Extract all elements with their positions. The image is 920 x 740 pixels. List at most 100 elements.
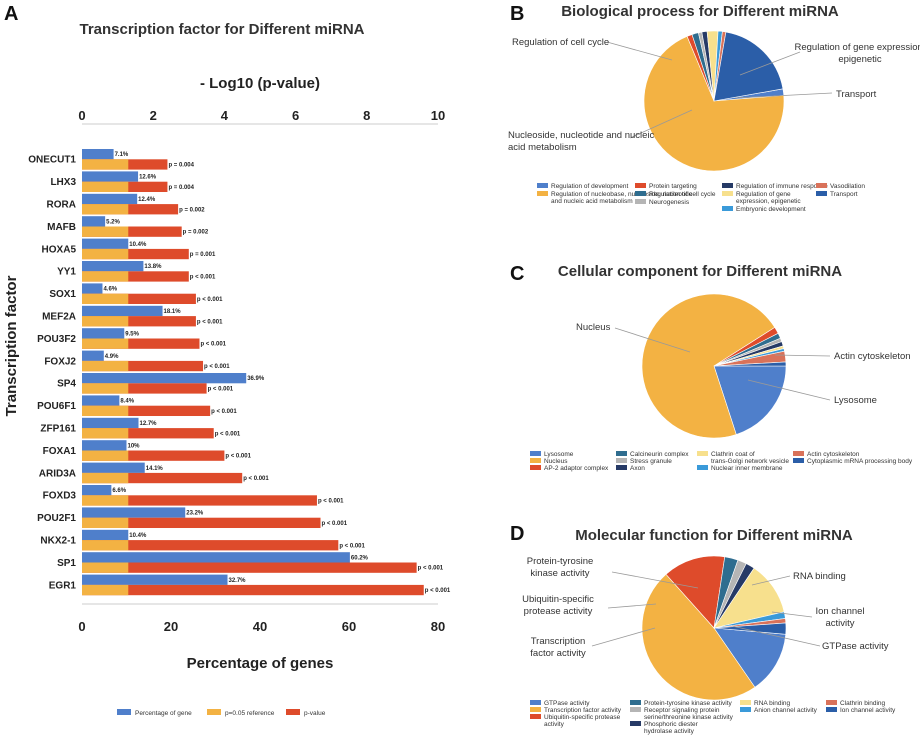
bar-pvalue-label: p < 0.001 — [339, 543, 365, 549]
bar-pvalue — [82, 450, 225, 461]
bar-reference — [82, 517, 129, 529]
bar-percentage — [82, 193, 138, 205]
bar-percentage — [82, 283, 103, 294]
bar-percentage — [82, 171, 139, 182]
top-tick-label: 10 — [431, 108, 445, 123]
bar-reference — [82, 360, 129, 372]
legend-label: Calcineurin complex — [630, 451, 689, 458]
bar-pvalue-label: p < 0.001 — [211, 409, 237, 415]
callout-c-2: Lysosome — [834, 395, 877, 406]
bar-percentage — [82, 149, 114, 160]
bar-pvalue-label: p < 0.001 — [200, 342, 226, 348]
legend-swatch — [530, 707, 541, 712]
tf-label: RORA — [47, 200, 76, 211]
panel-a: A Transcription factor for Different miR… — [3, 3, 451, 717]
legend-label: Ubiquitin-specific protease activity — [544, 714, 621, 728]
legend-label: Transcription factor activity — [544, 707, 622, 714]
pie-slice — [713, 361, 787, 367]
bar-pvalue — [82, 204, 179, 215]
legend-label: Embryonic development — [736, 206, 806, 213]
legend-label: Receptor signaling protein serine/threoni… — [644, 707, 734, 721]
legend-label: Actin cytoskeleton — [807, 451, 860, 458]
chart-d-pie — [641, 555, 787, 701]
legend-label: GTPase activity — [544, 700, 590, 707]
legend-label: Phosphoric diester hydrolase activity — [644, 721, 699, 735]
tf-label: ARID3A — [39, 468, 76, 479]
bar-percentage — [82, 529, 129, 541]
top-tick-label: 8 — [363, 108, 370, 123]
bar-pvalue — [82, 517, 321, 529]
bar-pvalue-label: p < 0.001 — [425, 588, 451, 594]
legend-swatch — [537, 191, 548, 196]
bar-pvalue — [82, 584, 424, 596]
bottom-tick-label: 40 — [253, 619, 267, 634]
bar-percentage-label: 4.6% — [103, 287, 117, 293]
callout-c-0: Nucleus — [576, 322, 611, 333]
bar-pvalue — [82, 383, 207, 394]
bar-pvalue — [82, 540, 339, 551]
panel-letter-d: D — [510, 523, 524, 545]
chart-c-title: Cellular component for Different miRNA — [558, 263, 842, 280]
chart-a-ticks: 0 2 4 6 8 10 0 20 40 60 80 ONECUT1 LHX3 RORA MAFB HOXA5… — [28, 108, 445, 634]
bar-percentage-label: 18.1% — [164, 309, 182, 315]
tf-label: MEF2A — [42, 312, 76, 323]
bar-percentage — [82, 216, 106, 227]
legend-swatch — [826, 707, 837, 712]
bar-pvalue-label: p < 0.001 — [197, 297, 223, 303]
top-tick-label: 0 — [78, 108, 85, 123]
bar-percentage-label: 12.4% — [138, 197, 156, 203]
bar-reference — [82, 293, 129, 305]
panel-c: C Cellular component for Different miRNA… — [510, 263, 913, 472]
legend-swatch — [616, 451, 627, 456]
pie-slice — [665, 555, 726, 629]
legend-swatch — [722, 206, 733, 211]
legend-swatch — [826, 700, 837, 705]
bar-pvalue — [82, 405, 211, 417]
legend-swatch — [530, 458, 541, 463]
tf-label: SP4 — [57, 379, 76, 390]
bar-pvalue — [82, 360, 204, 372]
chart-a-legend: Percentage of gene p=0.05 reference p-valu… — [117, 709, 326, 717]
bar-percentage — [82, 462, 145, 473]
chart-b-callouts: Regulation of cell cycle Regulation of g… — [508, 37, 920, 153]
chart-a-bottom-axis-title: Percentage of genes — [187, 655, 334, 672]
legend-swatch — [616, 465, 627, 470]
legend-swatch — [207, 709, 221, 715]
bar-percentage-label: 9.5% — [125, 331, 139, 337]
tf-label: EGR1 — [49, 580, 77, 591]
bar-percentage-label: 8.4% — [120, 399, 134, 405]
legend-swatch — [630, 707, 641, 712]
legend-swatch — [530, 700, 541, 705]
chart-c-pie — [641, 293, 787, 439]
bar-reference — [82, 338, 129, 349]
bottom-tick-label: 20 — [164, 619, 178, 634]
legend-label: Nuclear inner membrane — [711, 465, 783, 472]
pie-slice — [643, 35, 785, 172]
legend-swatch — [635, 199, 646, 204]
bar-pvalue — [82, 226, 182, 237]
bar-percentage — [82, 238, 129, 249]
bar-reference — [82, 540, 129, 551]
pie-slice — [713, 627, 787, 688]
bar-pvalue-label: p < 0.001 — [190, 275, 216, 281]
bar-percentage-label: 13.8% — [144, 264, 162, 270]
tf-label: FOXD3 — [43, 491, 77, 502]
legend-swatch — [530, 714, 541, 719]
bar-pvalue-label: p < 0.001 — [322, 521, 348, 527]
bar-percentage-label: 6.6% — [112, 488, 126, 494]
bar-pvalue — [82, 293, 196, 305]
legend-label: Ion channel activity — [840, 707, 896, 714]
bar-percentage-label: 10% — [128, 443, 141, 449]
chart-d-callouts: Protein-tyrosine kinase activity RNA bind… — [522, 556, 889, 659]
bar-pvalue-label: p < 0.001 — [243, 476, 269, 482]
bar-pvalue-label: p = 0.002 — [183, 230, 209, 236]
bar-pvalue — [82, 316, 196, 327]
tf-label: LHX3 — [50, 177, 76, 188]
pie-slice — [713, 31, 784, 102]
legend-swatch — [816, 191, 827, 196]
bar-reference — [82, 584, 129, 596]
chart-b-pie — [643, 30, 785, 172]
panel-letter-c: C — [510, 263, 524, 285]
